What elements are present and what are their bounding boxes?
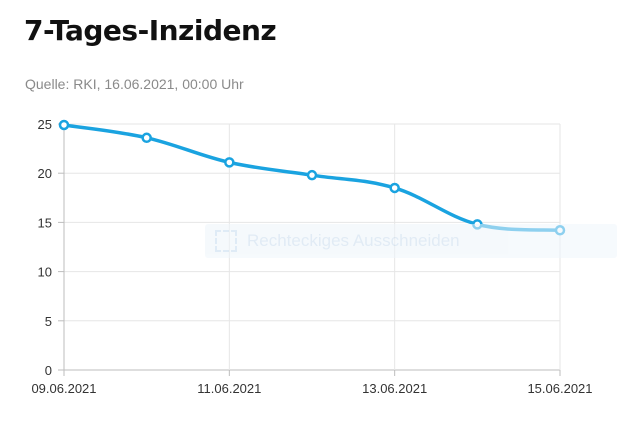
x-tick-label: 15.06.2021 — [527, 381, 592, 396]
data-point — [306, 169, 318, 181]
rectangular-snip-icon — [215, 230, 237, 252]
chart-title: 7-Tages-Inzidenz — [24, 14, 277, 47]
y-tick-label: 5 — [45, 314, 52, 329]
y-tick-label: 15 — [38, 215, 52, 230]
x-tick-label: 11.06.2021 — [197, 381, 261, 396]
y-tick-label: 25 — [38, 117, 52, 132]
y-tick-label: 20 — [38, 166, 52, 181]
y-tick-label: 10 — [38, 265, 52, 280]
snipping-tooltip: Rechteckiges Ausschneiden — [205, 224, 617, 258]
snipping-tooltip-label: Rechteckiges Ausschneiden — [247, 231, 460, 250]
data-point — [224, 157, 235, 168]
data-point — [58, 119, 70, 131]
y-tick-label: 0 — [45, 363, 52, 378]
chart-source: Quelle: RKI, 16.06.2021, 00:00 Uhr — [25, 76, 244, 92]
x-tick-label: 09.06.2021 — [31, 381, 96, 396]
data-point — [389, 182, 400, 194]
x-tick-label: 13.06.2021 — [362, 381, 427, 396]
data-point — [141, 132, 152, 144]
